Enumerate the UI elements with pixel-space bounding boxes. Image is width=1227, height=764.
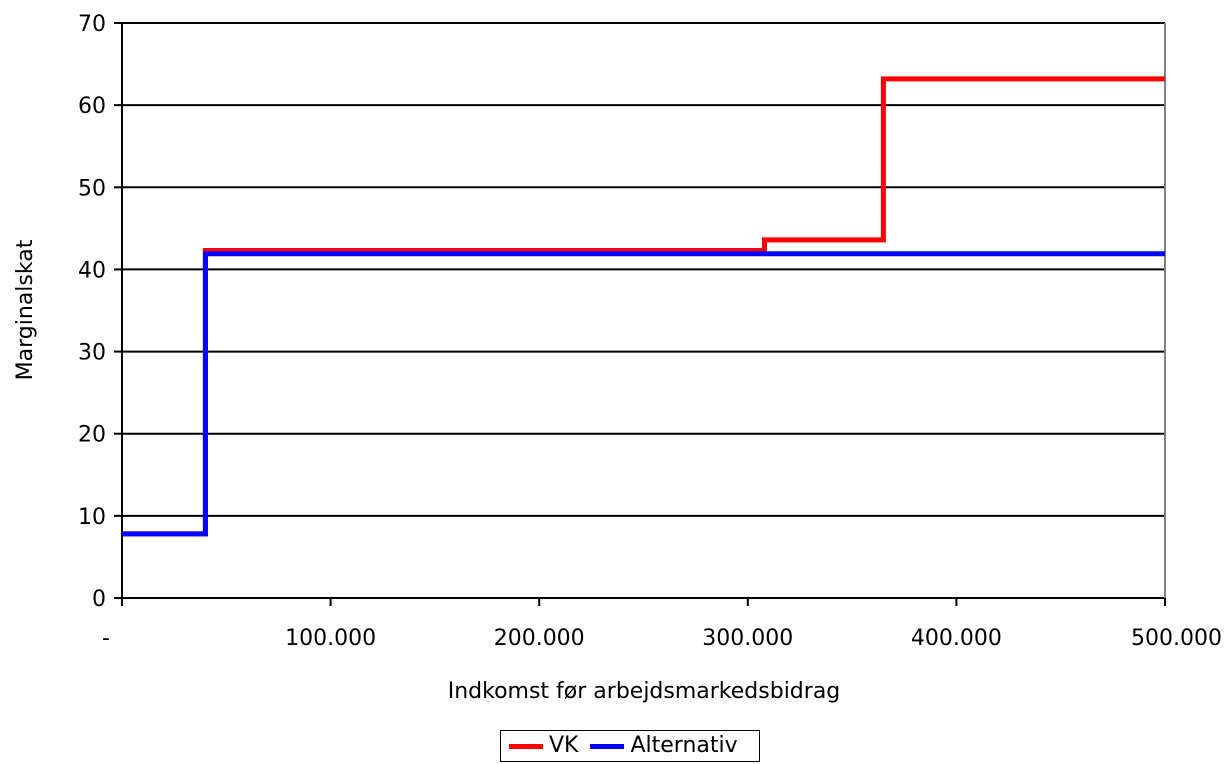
y-tick-label: 40 [78, 258, 106, 283]
legend-label-alternativ: Alternativ [630, 733, 738, 758]
y-tick-label: 70 [78, 12, 106, 37]
y-tick-label: 50 [78, 176, 106, 201]
x-tick-label: 500.000 [1131, 626, 1222, 651]
x-axis-title: Indkomst før arbejdsmarkedsbidrag [448, 679, 841, 704]
series-layer [122, 76, 1165, 537]
y-tick-label: 30 [78, 341, 106, 366]
axis-layer [114, 22, 1166, 606]
y-tick-label: 20 [78, 423, 106, 448]
y-tick-label: 60 [78, 94, 106, 119]
legend-label-vk: VK [549, 733, 579, 758]
chart-svg: Indkomst før arbejdsmarkedsbidrag Margin… [13, 12, 1222, 704]
x-tick-label: 200.000 [494, 626, 585, 651]
grid-layer [122, 22, 1165, 517]
y-axis-title: Marginalskat [13, 239, 38, 380]
legend-swatch-alternativ [590, 743, 625, 749]
series-line-vk [122, 76, 1165, 537]
label-layer: Indkomst før arbejdsmarkedsbidrag Margin… [13, 12, 1222, 704]
x-tick-label: 100.000 [285, 626, 376, 651]
y-tick-label: 10 [78, 505, 106, 530]
x-tick-label: 300.000 [702, 626, 793, 651]
series-line-alternativ [122, 251, 1165, 537]
x-tick-label: - [102, 626, 110, 651]
x-tick-label: 400.000 [911, 626, 1002, 651]
legend: VK Alternativ [500, 730, 760, 762]
y-tick-label: 0 [92, 587, 106, 612]
legend-swatch-vk [509, 743, 543, 749]
